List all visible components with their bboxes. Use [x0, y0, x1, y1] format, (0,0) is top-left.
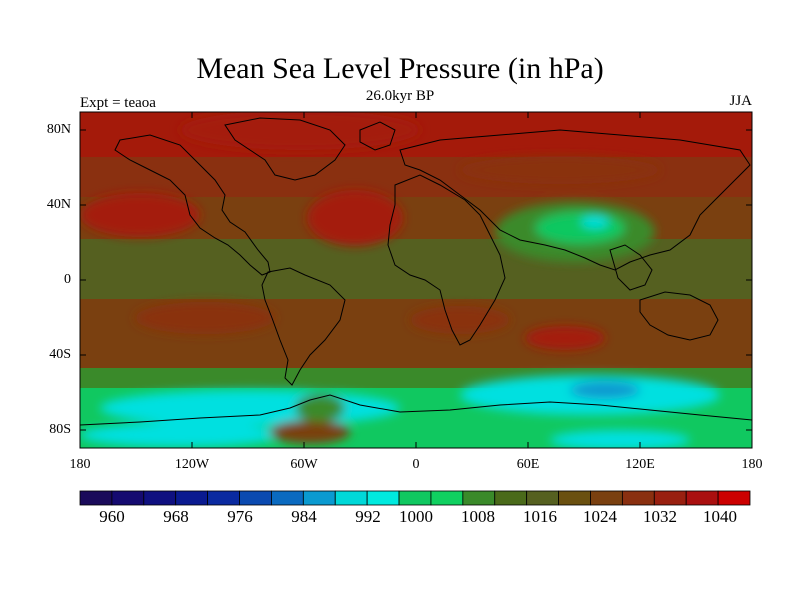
lat-label-40n: 40N	[46, 197, 71, 212]
colorbar-cell	[239, 490, 272, 506]
lon-label-180w: 180	[69, 457, 91, 472]
colorbar-label: 992	[355, 507, 381, 526]
lat-label-80s: 80S	[49, 422, 71, 437]
colorbar-cell	[398, 490, 432, 506]
lat-label-0: 0	[64, 272, 71, 287]
colorbar-label: 1000	[399, 507, 433, 526]
colorbar-label: 960	[99, 507, 125, 526]
lon-label-180e: 180	[741, 457, 763, 472]
coastlines	[80, 117, 752, 426]
colorbar-cell	[143, 490, 177, 506]
colorbar-label: 1032	[643, 507, 677, 526]
colorbar-cell	[366, 490, 400, 506]
axis-ticks	[80, 112, 752, 448]
colorbar-cell	[621, 490, 655, 506]
colorbar-cell	[111, 490, 145, 506]
colorbar-cell	[79, 490, 113, 506]
map-subtitle: 26.0kyr BP	[365, 88, 435, 104]
colorbar-label: 1008	[461, 507, 495, 526]
colorbar	[79, 490, 751, 506]
colorbar-cell	[462, 490, 496, 506]
colorbar-label: 976	[227, 507, 253, 526]
colorbar-label: 1040	[703, 507, 737, 526]
lon-label-120e: 120E	[625, 457, 655, 472]
colorbar-cell	[685, 490, 719, 506]
lat-label-40s: 40S	[49, 347, 71, 362]
colorbar-cell	[207, 490, 240, 506]
colorbar-cell	[653, 490, 687, 506]
experiment-label: Expt = teaoa	[80, 95, 156, 111]
colorbar-cell	[717, 490, 751, 506]
colorbar-cell	[590, 490, 623, 506]
lon-label-120w: 120W	[174, 457, 210, 472]
lon-label-60w: 60W	[290, 457, 318, 472]
colorbar-cell	[494, 490, 528, 506]
colorbar-cell	[558, 490, 591, 506]
lon-label-60e: 60E	[516, 457, 540, 472]
colorbar-cell	[526, 490, 559, 506]
lon-label-0: 0	[412, 457, 420, 472]
lat-label-80n: 80N	[46, 122, 71, 137]
colorbar-cell	[271, 490, 304, 506]
map-title: Mean Sea Level Pressure (in hPa)	[196, 52, 604, 85]
colorbar-label: 984	[291, 507, 317, 526]
colorbar-cell	[430, 490, 464, 506]
colorbar-label: 968	[163, 507, 189, 526]
pressure-field	[80, 112, 752, 448]
colorbar-cell	[302, 490, 336, 506]
colorbar-label: 1016	[523, 507, 557, 526]
colorbar-cell	[334, 490, 368, 506]
season-label: JJA	[729, 93, 752, 109]
colorbar-label: 1024	[583, 507, 617, 526]
colorbar-cell	[175, 490, 209, 506]
